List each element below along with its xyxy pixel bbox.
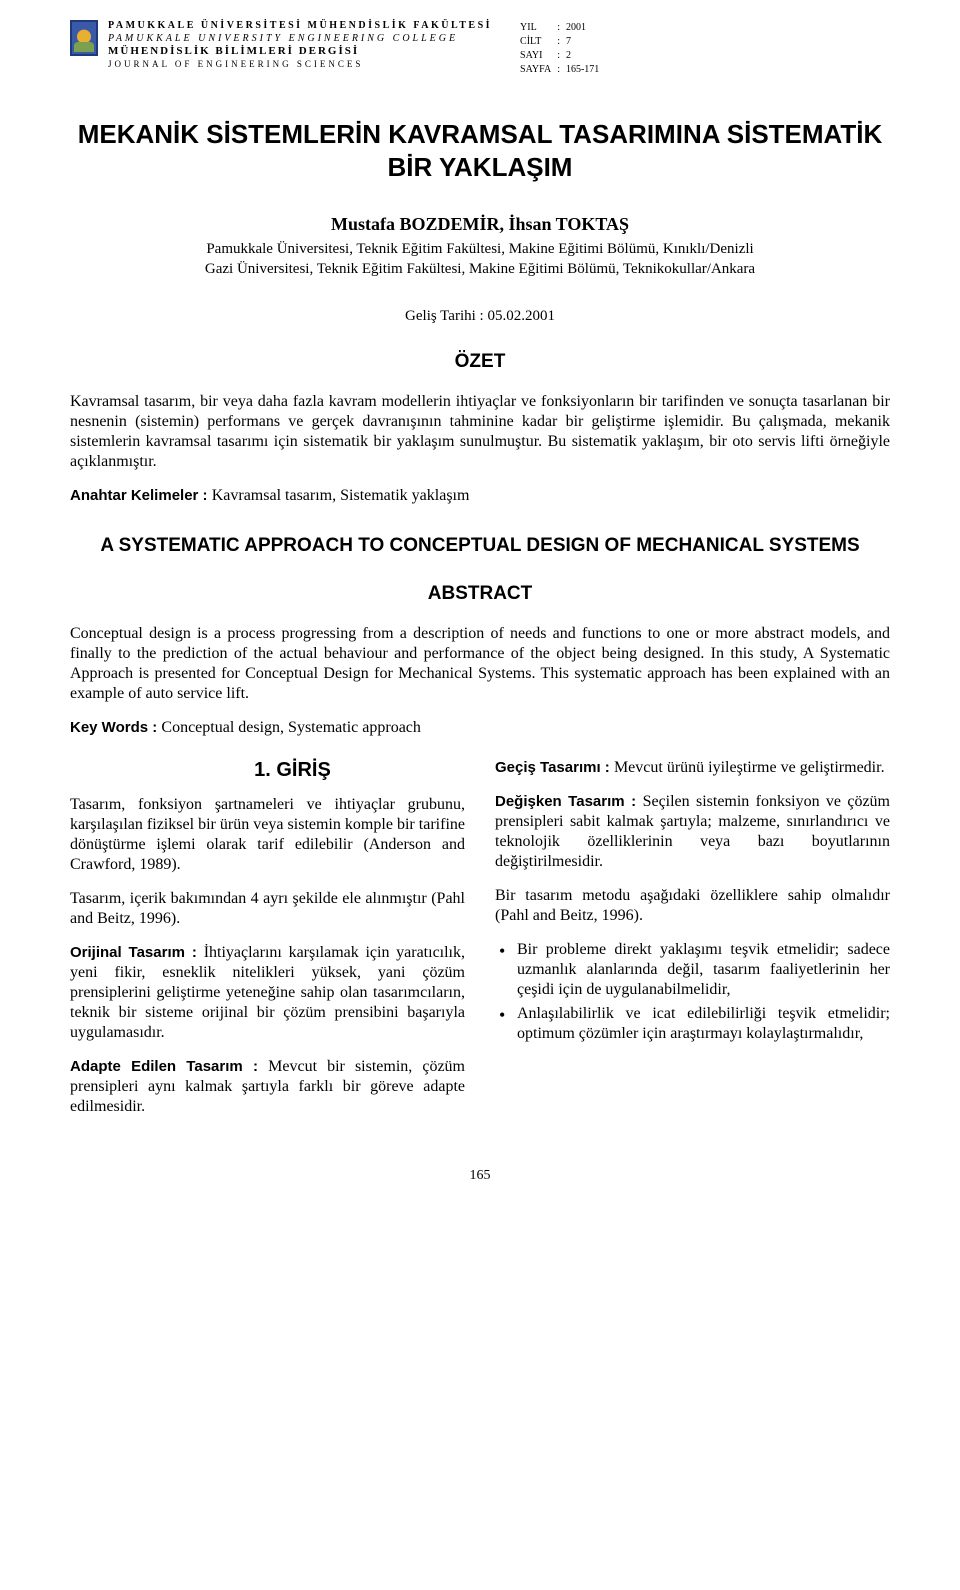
ozet-heading: ÖZET: [70, 350, 890, 374]
def-orijinal: Orijinal Tasarım : İhtiyaçlarını karşıla…: [70, 943, 465, 1043]
bullet-1: Bir probleme direkt yaklaşımı teşvik etm…: [495, 940, 890, 1000]
section-1-heading: 1. GİRİŞ: [120, 758, 465, 783]
meta-yil-label: YIL: [518, 22, 553, 34]
meta-sayfa-value: 165-171: [564, 64, 601, 76]
article-title-en: A SYSTEMATIC APPROACH TO CONCEPTUAL DESI…: [70, 534, 890, 559]
masthead-text-block: PAMUKKALE ÜNİVERSİTESİ MÜHENDİSLİK FAKÜL…: [108, 20, 492, 70]
left-column: 1. GİRİŞ Tasarım, fonksiyon şartnameleri…: [70, 758, 465, 1117]
method-intro: Bir tasarım metodu aşağıdaki özelliklere…: [495, 886, 890, 926]
def-degisken-label: Değişken Tasarım :: [495, 793, 643, 810]
masthead-line-tr: PAMUKKALE ÜNİVERSİTESİ MÜHENDİSLİK FAKÜL…: [108, 20, 492, 33]
authors: Mustafa BOZDEMİR, İhsan TOKTAŞ: [70, 213, 890, 236]
def-orijinal-label: Orijinal Tasarım :: [70, 944, 204, 961]
issue-meta-table: YIL:2001 CİLT:7 SAYI:2 SAYFA:165-171: [516, 20, 603, 78]
def-gecis-label: Geçiş Tasarımı :: [495, 759, 614, 776]
keywords-tr-value: Kavramsal tasarım, Sistematik yaklaşım: [212, 487, 470, 504]
journal-logo-icon: [70, 20, 98, 56]
method-bullet-list: Bir probleme direkt yaklaşımı teşvik etm…: [495, 940, 890, 1044]
keywords-tr: Anahtar Kelimeler : Kavramsal tasarım, S…: [70, 486, 890, 506]
intro-p1: Tasarım, fonksiyon şartnameleri ve ihtiy…: [70, 795, 465, 875]
meta-sayfa-label: SAYFA: [518, 64, 553, 76]
keywords-tr-label: Anahtar Kelimeler :: [70, 487, 212, 504]
keywords-en: Key Words : Conceptual design, Systemati…: [70, 718, 890, 738]
masthead-line-en: PAMUKKALE UNIVERSITY ENGINEERING COLLEGE: [108, 33, 492, 46]
keywords-en-label: Key Words :: [70, 719, 161, 736]
abstract-paragraph: Conceptual design is a process progressi…: [70, 624, 890, 704]
abstract-heading: ABSTRACT: [70, 582, 890, 606]
bullet-2: Anlaşılabilirlik ve icat edilebilirliği …: [495, 1004, 890, 1044]
meta-cilt-label: CİLT: [518, 36, 553, 48]
meta-yil-value: 2001: [564, 22, 601, 34]
affiliation-1: Pamukkale Üniversitesi, Teknik Eğitim Fa…: [70, 240, 890, 259]
def-gecis: Geçiş Tasarımı : Mevcut ürünü iyileştirm…: [495, 758, 890, 778]
journal-masthead: PAMUKKALE ÜNİVERSİTESİ MÜHENDİSLİK FAKÜL…: [70, 20, 890, 78]
two-column-body: 1. GİRİŞ Tasarım, fonksiyon şartnameleri…: [70, 758, 890, 1117]
intro-p2: Tasarım, içerik bakımından 4 ayrı şekild…: [70, 889, 465, 929]
meta-sayi-value: 2: [564, 50, 601, 62]
def-adapte-label: Adapte Edilen Tasarım :: [70, 1058, 268, 1075]
journal-title-tr: MÜHENDİSLİK BİLİMLERİ DERGİSİ: [108, 45, 492, 59]
def-gecis-text: Mevcut ürünü iyileştirme ve geliştirmedi…: [614, 759, 885, 776]
keywords-en-value: Conceptual design, Systematic approach: [161, 719, 420, 736]
meta-sayi-label: SAYI: [518, 50, 553, 62]
received-date: Geliş Tarihi : 05.02.2001: [70, 307, 890, 326]
affiliation-2: Gazi Üniversitesi, Teknik Eğitim Fakülte…: [70, 260, 890, 279]
def-adapte: Adapte Edilen Tasarım : Mevcut bir siste…: [70, 1057, 465, 1117]
ozet-paragraph: Kavramsal tasarım, bir veya daha fazla k…: [70, 392, 890, 472]
journal-title-en: JOURNAL OF ENGINEERING SCIENCES: [108, 59, 492, 70]
article-title: MEKANİK SİSTEMLERİN KAVRAMSAL TASARIMINA…: [70, 118, 890, 183]
right-column: Geçiş Tasarımı : Mevcut ürünü iyileştirm…: [495, 758, 890, 1117]
page-number: 165: [70, 1167, 890, 1185]
meta-cilt-value: 7: [564, 36, 601, 48]
def-degisken: Değişken Tasarım : Seçilen sistemin fonk…: [495, 792, 890, 872]
